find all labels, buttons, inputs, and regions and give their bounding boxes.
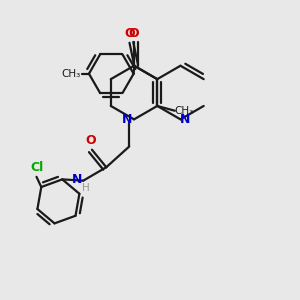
Text: O: O [124,27,135,40]
Text: CH₃: CH₃ [174,106,194,116]
Text: O: O [85,134,96,147]
Text: O: O [129,27,140,40]
Text: CH₃: CH₃ [61,69,80,79]
Text: H: H [82,183,90,193]
Text: N: N [180,113,190,126]
Text: N: N [72,172,83,185]
Text: Cl: Cl [31,161,44,174]
Text: N: N [122,113,132,126]
